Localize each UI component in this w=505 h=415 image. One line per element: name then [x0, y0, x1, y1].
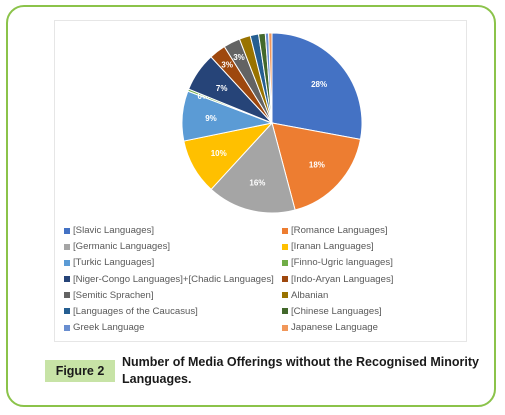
legend-label: [Finno-Ugric languages]	[291, 257, 393, 269]
pie-slice-2	[210, 121, 296, 214]
legend-swatch	[64, 292, 70, 299]
legend-label: [Slavic Languages]	[73, 225, 155, 236]
pie-label-3: 10%	[211, 149, 227, 158]
pie-label-7: 3%	[221, 60, 233, 69]
legend-label: [Languages of the Caucasus]	[73, 305, 198, 317]
pie-label-5: 0%	[198, 92, 210, 101]
legend-item-5: [Finno-Ugric languages]	[282, 256, 464, 269]
figure-title: Number of Media Offerings without the Re…	[122, 355, 479, 386]
legend-item-12: Greek Language	[64, 321, 282, 334]
legend-item-4: [Turkic Languages]	[64, 256, 282, 269]
legend-swatch	[282, 227, 288, 234]
legend-item-6: [Niger-Congo Languages]+[Chadic Language…	[64, 273, 282, 286]
legend-item-10: [Languages of the Caucasus]	[64, 305, 282, 318]
legend-swatch	[282, 308, 288, 315]
legend-label: [Chinese Languages]	[291, 305, 382, 317]
legend-swatch	[64, 243, 70, 250]
legend-item-11: [Chinese Languages]	[282, 305, 464, 318]
legend-label: [Germanic Languages]	[73, 241, 171, 253]
legend-swatch	[282, 292, 288, 299]
legend-item-2: [Germanic Languages]	[64, 240, 282, 253]
figure-caption: Figure 2 Number of Media Offerings witho…	[45, 352, 485, 397]
legend-label: Greek Language	[73, 322, 145, 334]
legend-swatch	[282, 324, 288, 331]
legend-label: [Semitic Sprachen]	[73, 289, 154, 301]
legend-swatch	[64, 259, 70, 266]
legend-swatch	[282, 243, 288, 250]
legend-item-13: Japanese Language	[282, 321, 464, 334]
legend-swatch	[64, 276, 70, 283]
legend-item-1: [Romance Languages]	[282, 224, 464, 237]
legend-label: [Indo-Aryan Languages]	[291, 273, 394, 285]
pie-label-8: 3%	[233, 53, 245, 62]
legend-swatch	[64, 308, 70, 315]
pie-slice-13	[268, 32, 273, 124]
legend-item-7: [Indo-Aryan Languages]	[282, 273, 464, 286]
chart-panel: 28% 18% 16% 10% 9% 0% 7% 3% 3%	[54, 20, 467, 342]
legend-label: [Romance Languages]	[291, 225, 388, 236]
pie-label-6: 7%	[216, 84, 228, 93]
legend-label: [Niger-Congo Languages]+[Chadic Language…	[73, 273, 274, 285]
legend-swatch	[64, 324, 70, 331]
pie-label-0: 28%	[311, 80, 327, 89]
chart-legend: [Slavic Languages] [Romance Languages] [Ge…	[64, 224, 464, 334]
legend-swatch	[282, 276, 288, 283]
legend-swatch	[282, 259, 288, 266]
pie-label-1: 18%	[309, 161, 325, 170]
pie-slice-1	[271, 122, 362, 211]
legend-label: [Turkic Languages]	[73, 257, 155, 269]
legend-swatch	[64, 227, 70, 234]
legend-item-8: [Semitic Sprachen]	[64, 289, 282, 302]
legend-item-3: [Iranan Languages]	[282, 240, 464, 253]
pie-label-2: 16%	[249, 178, 265, 187]
figure-label: Figure 2	[45, 360, 115, 382]
legend-label: Japanese Language	[291, 322, 378, 334]
legend-item-0: [Slavic Languages]	[64, 224, 282, 237]
pie-slice-0	[271, 32, 363, 140]
pie-label-4: 9%	[205, 114, 217, 123]
pie-chart: 28% 18% 16% 10% 9% 0% 7% 3%3%	[181, 32, 363, 214]
legend-label: [Iranan Languages]	[291, 241, 374, 253]
legend-item-9: Albanian	[282, 289, 464, 302]
legend-label: Albanian	[291, 289, 329, 301]
